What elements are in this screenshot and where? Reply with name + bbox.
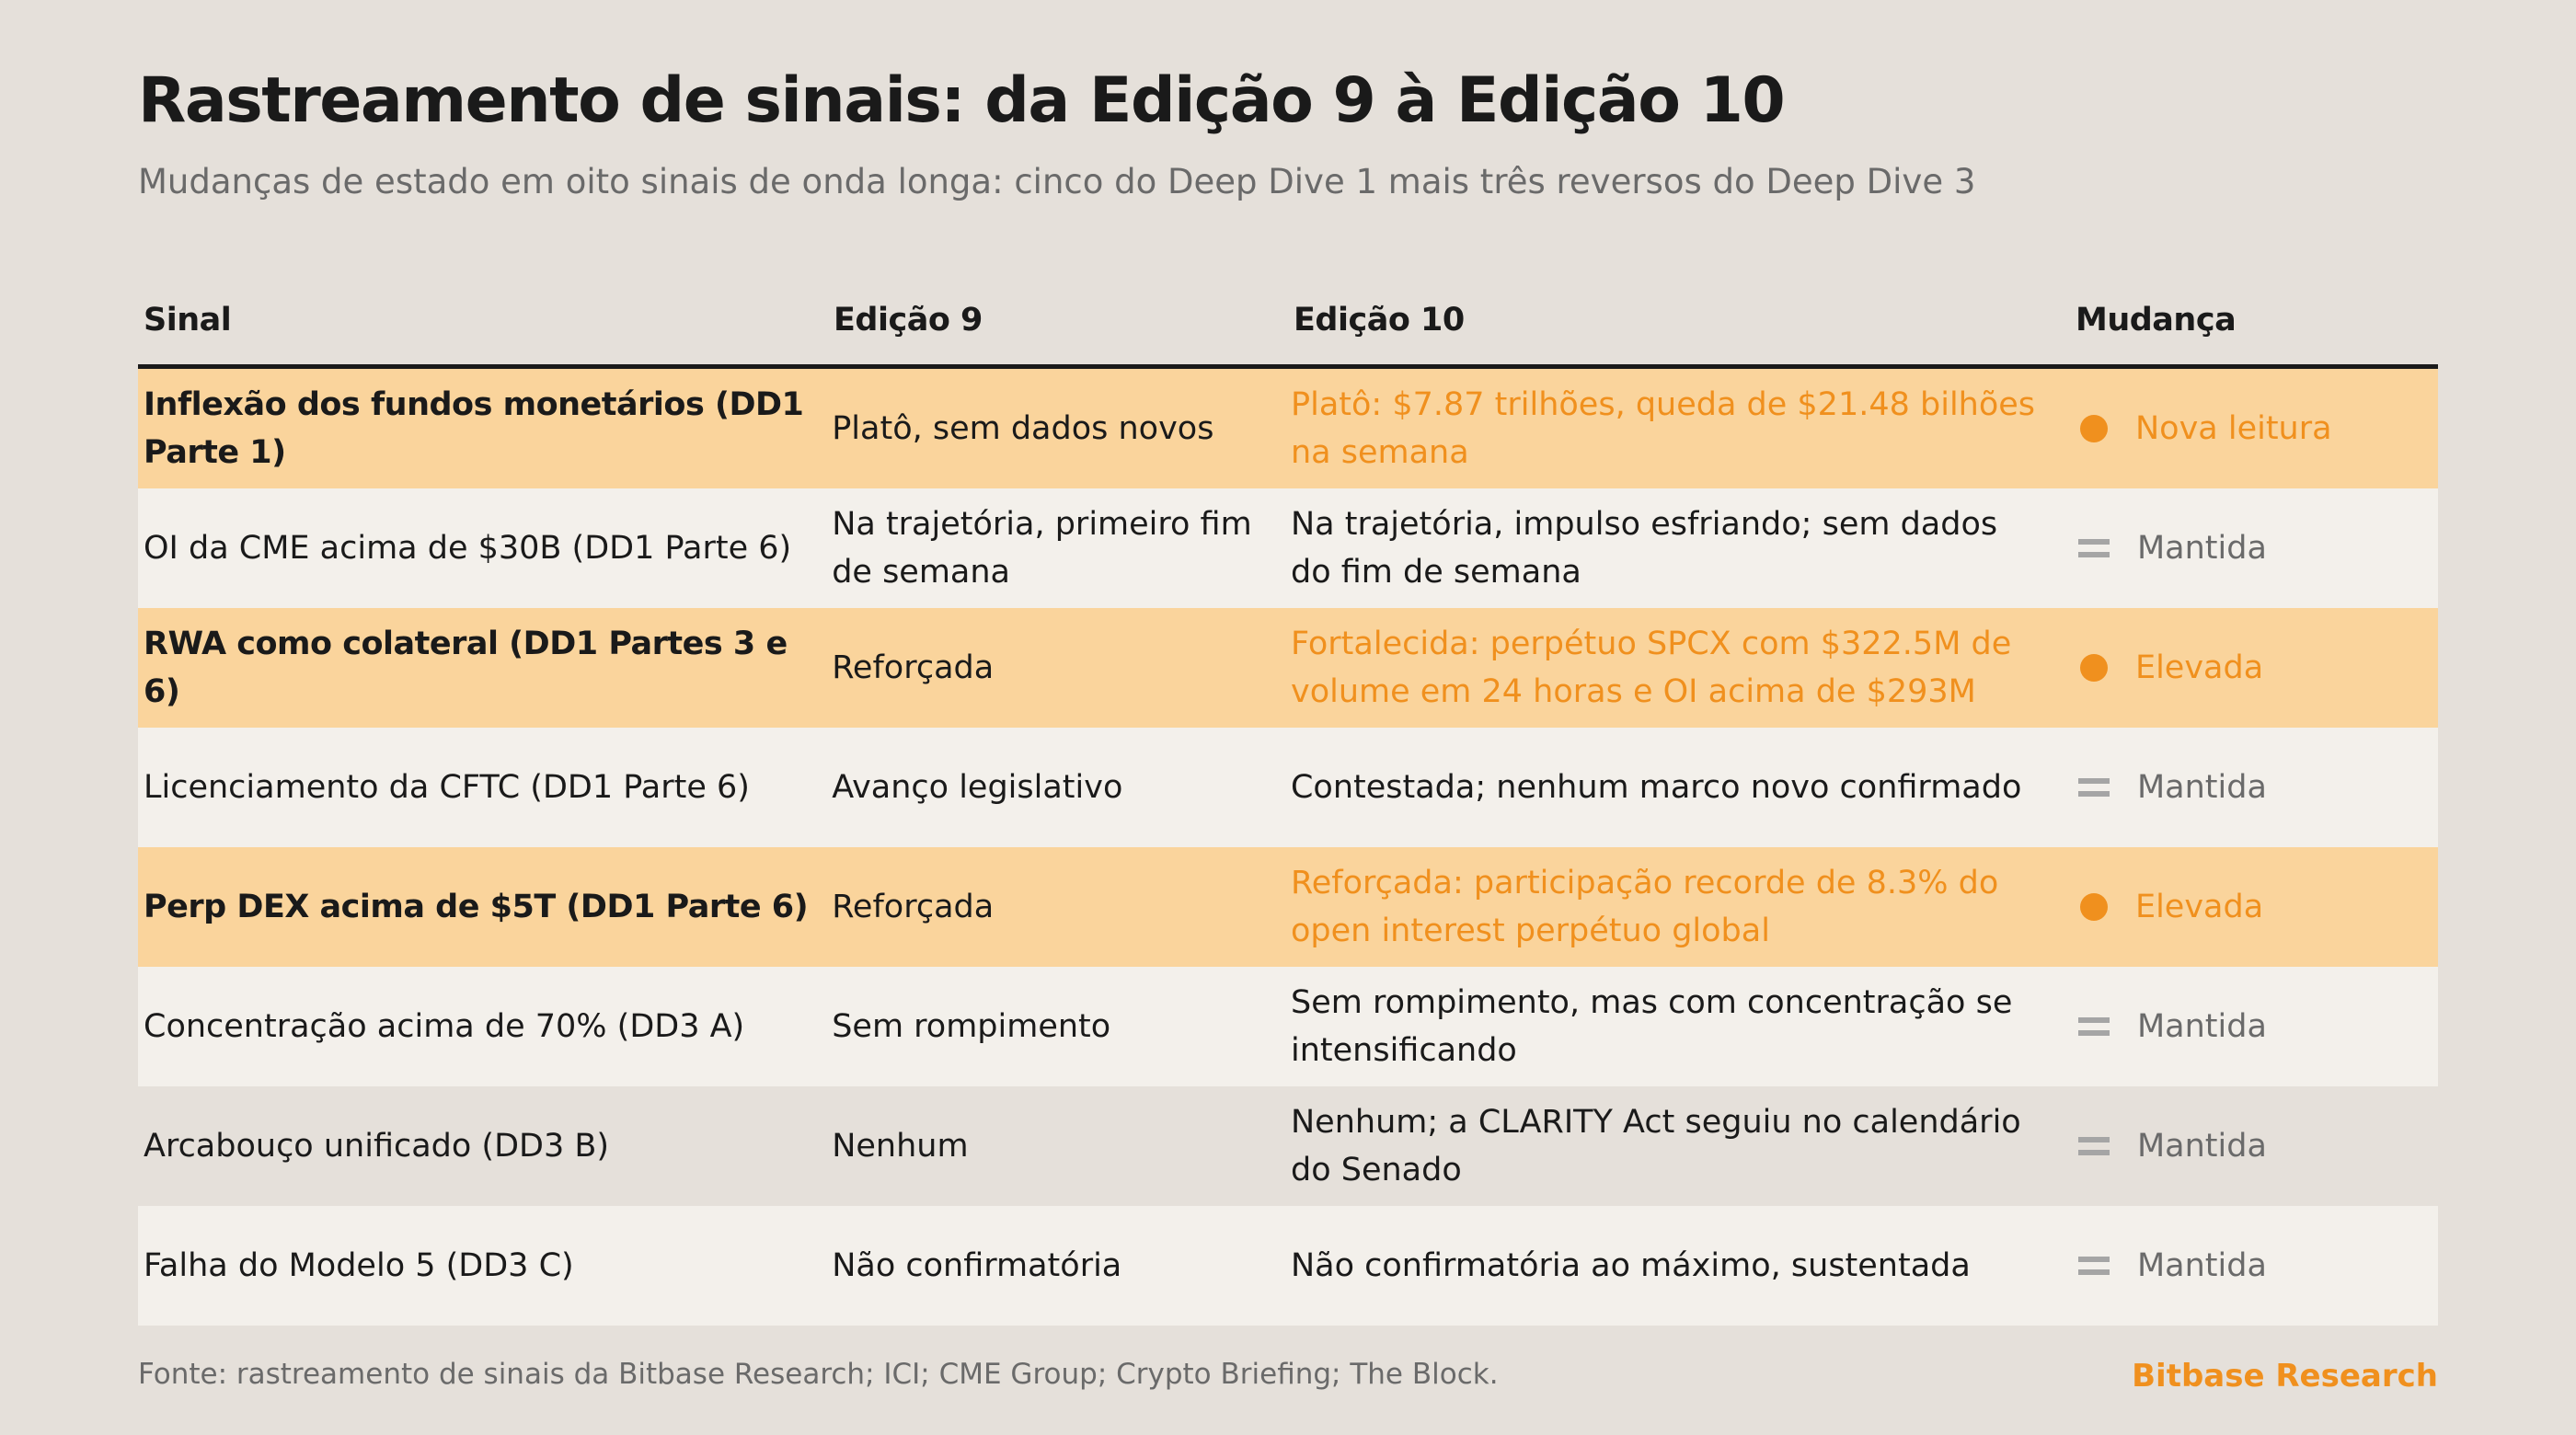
- dot-icon: [2079, 415, 2108, 442]
- signal-cell: RWA como colateral (DD1 Partes 3 e 6): [144, 626, 788, 710]
- signal-cell: Falha do Modelo 5 (DD3 C): [144, 1247, 574, 1284]
- dot-icon: [2079, 654, 2108, 682]
- change-label: Elevada: [2134, 889, 2264, 925]
- edition-10-cell: Fortalecida: perpétuo SPCX com $322.5M d…: [1290, 626, 2012, 710]
- signal-cell: Perp DEX acima de $5T (DD1 Parte 6): [144, 889, 809, 925]
- change-cell: Elevada: [2065, 889, 2438, 925]
- equals-icon: [2077, 537, 2110, 559]
- change-label: Mantida: [2136, 1128, 2267, 1165]
- page-title: Rastreamento de sinais: da Edição 9 à Ed…: [138, 64, 1786, 137]
- header-edition-10: Edição 10: [1294, 302, 1465, 339]
- change-cell: Mantida: [2065, 1008, 2438, 1045]
- equals-icon: [2077, 1016, 2110, 1038]
- change-label: Mantida: [2136, 769, 2267, 806]
- edition-10-cell: Na trajetória, impulso esfriando; sem da…: [1290, 506, 1998, 591]
- edition-9-cell: Não confirmatória: [832, 1247, 1122, 1284]
- change-label: Mantida: [2136, 530, 2267, 567]
- edition-10-cell: Sem rompimento, mas com concentração se …: [1290, 984, 2013, 1069]
- edition-9-cell: Sem rompimento: [832, 1008, 1111, 1045]
- header-change: Mudança: [2076, 302, 2237, 339]
- source-footnote: Fonte: rastreamento de sinais da Bitbase…: [138, 1358, 1499, 1391]
- header-signal: Sinal: [144, 302, 232, 339]
- signal-cell: OI da CME acima de $30B (DD1 Parte 6): [144, 530, 792, 567]
- edition-9-cell: Avanço legislativo: [832, 769, 1123, 806]
- change-cell: Nova leitura: [2065, 410, 2438, 447]
- header-edition-9: Edição 9: [834, 302, 983, 339]
- table-row: Perp DEX acima de $5T (DD1 Parte 6) Refo…: [138, 847, 2438, 967]
- change-cell: Mantida: [2065, 1247, 2438, 1284]
- equals-icon: [2077, 1255, 2110, 1277]
- table-row: Licenciamento da CFTC (DD1 Parte 6) Avan…: [138, 728, 2438, 847]
- signal-cell: Inflexão dos fundos monetários (DD1 Part…: [144, 386, 804, 471]
- change-label: Nova leitura: [2134, 410, 2332, 447]
- table-row: Falha do Modelo 5 (DD3 C) Não confirmató…: [138, 1206, 2438, 1326]
- signal-cell: Licenciamento da CFTC (DD1 Parte 6): [144, 769, 750, 806]
- change-cell: Mantida: [2065, 1128, 2438, 1165]
- edition-10-cell: Contestada; nenhum marco novo confirmado: [1290, 769, 2022, 806]
- change-label: Elevada: [2134, 649, 2264, 686]
- table-row: Concentração acima de 70% (DD3 A) Sem ro…: [138, 967, 2438, 1086]
- signal-cell: Concentração acima de 70% (DD3 A): [144, 1008, 745, 1045]
- edition-9-cell: Reforçada: [832, 649, 995, 686]
- edition-10-cell: Nenhum; a CLARITY Act seguiu no calendár…: [1290, 1104, 2021, 1188]
- change-label: Mantida: [2136, 1247, 2267, 1284]
- change-cell: Elevada: [2065, 649, 2438, 686]
- edition-10-cell: Reforçada: participação recorde de 8.3% …: [1290, 865, 1999, 949]
- signal-cell: Arcabouço unificado (DD3 B): [144, 1128, 610, 1165]
- edition-10-cell: Platô: $7.87 trilhões, queda de $21.48 b…: [1290, 386, 2036, 471]
- table-row: OI da CME acima de $30B (DD1 Parte 6) Na…: [138, 488, 2438, 608]
- edition-9-cell: Nenhum: [832, 1128, 969, 1165]
- change-cell: Mantida: [2065, 769, 2438, 806]
- change-cell: Mantida: [2065, 530, 2438, 567]
- edition-9-cell: Na trajetória, primeiro fim de semana: [832, 506, 1252, 591]
- brand-logo: Bitbase Research: [2132, 1358, 2438, 1395]
- table-row: Inflexão dos fundos monetários (DD1 Part…: [138, 369, 2438, 488]
- edition-9-cell: Platô, sem dados novos: [832, 410, 1214, 447]
- table-row: RWA como colateral (DD1 Partes 3 e 6) Re…: [138, 608, 2438, 728]
- dot-icon: [2079, 893, 2108, 921]
- equals-icon: [2077, 1135, 2110, 1157]
- table-row: Arcabouço unificado (DD3 B) Nenhum Nenhu…: [138, 1086, 2438, 1206]
- signals-table: Sinal Edição 9 Edição 10 Mudança Inflexã…: [138, 276, 2438, 1326]
- edition-10-cell: Não confirmatória ao máximo, sustentada: [1290, 1247, 1971, 1284]
- edition-9-cell: Reforçada: [832, 889, 995, 925]
- table-header: Sinal Edição 9 Edição 10 Mudança: [138, 276, 2438, 369]
- page-subtitle: Mudanças de estado em oito sinais de ond…: [138, 162, 1976, 201]
- equals-icon: [2077, 776, 2110, 798]
- change-label: Mantida: [2136, 1008, 2267, 1045]
- page: Rastreamento de sinais: da Edição 9 à Ed…: [138, 0, 2438, 1435]
